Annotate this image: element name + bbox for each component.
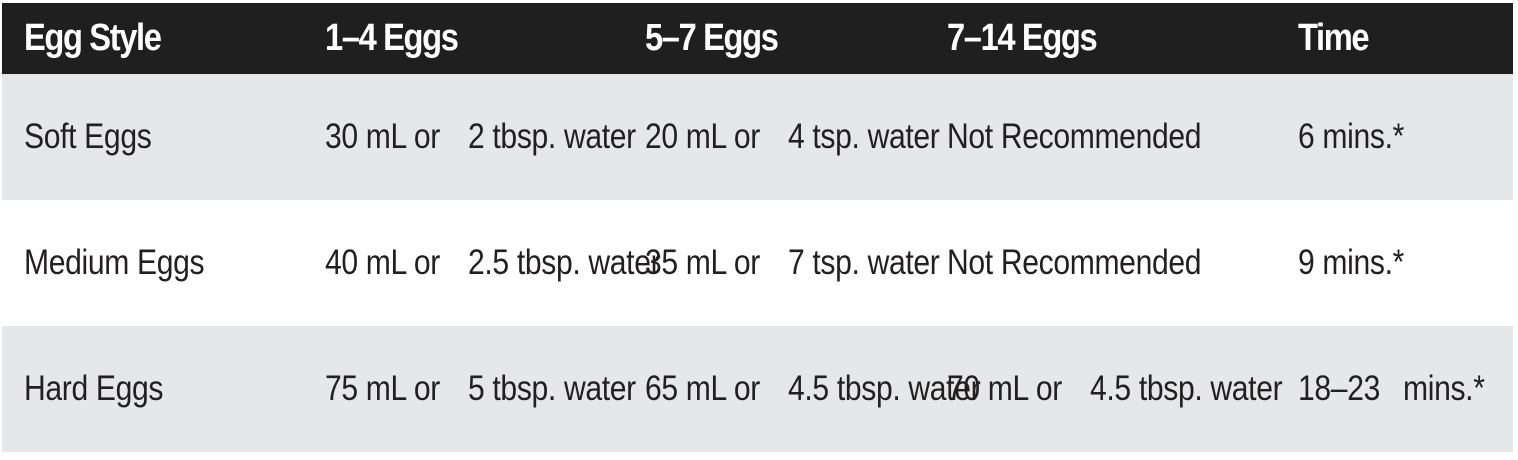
header-5-7-eggs: 5–7 Eggs [645,17,779,59]
header-egg-style: Egg Style [24,17,162,59]
header-7-14-eggs: 7–14 Eggs [947,17,1098,59]
table-body: Soft Eggs 30 mL or 2 tbsp. water 20 mL o… [2,74,1513,452]
table-header: Egg Style 1–4 Eggs 5–7 Eggs 7–14 Eggs Ti… [2,3,1513,74]
cell-1-4-eggs: 30 mL or 2 tbsp. water [325,117,637,156]
cell-5-7-eggs: 65 mL or 4.5 tbsp. water [645,369,981,408]
cell-egg-style: Medium Eggs [24,243,205,282]
cell-5-7-eggs: 20 mL or 4 tsp. water [645,117,940,156]
cell-time: 9 mins.* [1298,243,1404,282]
cell-7-14-eggs: Not Recommended [947,117,1202,156]
table-row-soft-eggs: Soft Eggs 30 mL or 2 tbsp. water 20 mL o… [2,74,1513,200]
cell-egg-style: Soft Eggs [24,117,152,156]
cell-time: 18–23 mins.* [1298,369,1485,408]
egg-cooking-table: Egg Style 1–4 Eggs 5–7 Eggs 7–14 Eggs Ti… [2,3,1513,452]
cell-egg-style: Hard Eggs [24,369,164,408]
cell-7-14-eggs: Not Recommended [947,243,1202,282]
cell-1-4-eggs: 75 mL or 5 tbsp. water [325,369,637,408]
header-1-4-eggs: 1–4 Eggs [325,17,459,59]
table-row-hard-eggs: Hard Eggs 75 mL or 5 tbsp. water 65 mL o… [2,326,1513,452]
cell-time: 6 mins.* [1298,117,1404,156]
header-row: Egg Style 1–4 Eggs 5–7 Eggs 7–14 Eggs Ti… [2,3,1513,74]
cell-5-7-eggs: 35 mL or 7 tsp. water [645,243,940,282]
cell-7-14-eggs: 70 mL or 4.5 tbsp. water [947,369,1283,408]
header-time: Time [1298,17,1370,59]
cell-1-4-eggs: 40 mL or 2.5 tbsp. water [325,243,661,282]
table-row-medium-eggs: Medium Eggs 40 mL or 2.5 tbsp. water 35 … [2,200,1513,326]
